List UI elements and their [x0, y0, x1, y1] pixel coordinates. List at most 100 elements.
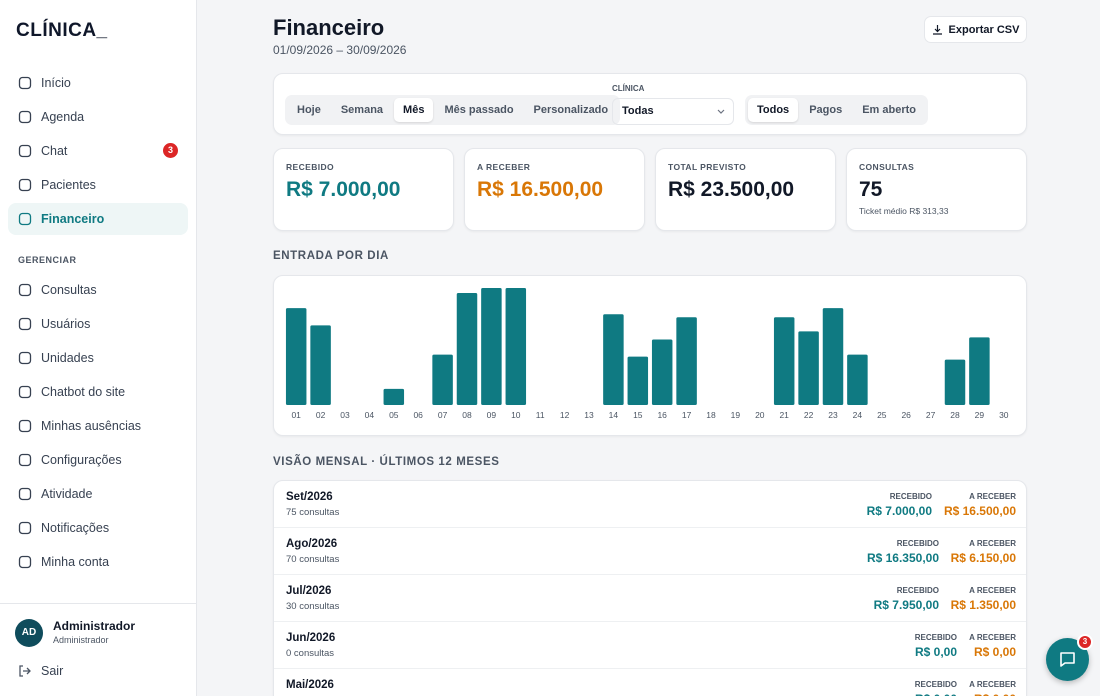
- received: RECEBIDO R$ 0,00: [915, 680, 957, 696]
- nav-item[interactable]: Pacientes: [8, 169, 188, 201]
- logo[interactable]: CLÍNICA_: [16, 20, 108, 41]
- pending-value: R$ 16.500,00: [943, 504, 1016, 518]
- x-tick-label: 13: [584, 410, 594, 420]
- tab[interactable]: Hoje: [297, 104, 321, 116]
- x-tick-label: 25: [877, 410, 887, 420]
- icon-shape: [18, 385, 32, 399]
- nav-label: Chatbot do site: [41, 385, 126, 399]
- icon-shape: [18, 487, 32, 501]
- section-label: GERENCIAR: [18, 255, 77, 265]
- bar: [505, 288, 527, 405]
- tab[interactable]: Pagos: [809, 104, 843, 116]
- tab[interactable]: Personalizado: [533, 104, 609, 116]
- nav-label: Início: [41, 76, 71, 90]
- month: Jun/2026: [286, 632, 336, 644]
- x-tick-label: 26: [901, 410, 911, 420]
- fab-badge: 3: [1077, 634, 1093, 650]
- icon-shape: [18, 521, 32, 535]
- bar: [481, 288, 502, 405]
- tab[interactable]: Semana: [340, 104, 384, 116]
- bar: [822, 308, 844, 405]
- month-row: Ago/2026 70 consultas A RECEBER R$ 6.150,00…: [274, 528, 1026, 575]
- chart: 01 02 03 04 05 06 07 08 09 10 11 12 13 14 15 16 17 18 19 20…: [285, 288, 1009, 420]
- pending-label: A RECEBER: [969, 680, 1016, 689]
- nav-badge: 3: [163, 143, 178, 158]
- icon-shape: [18, 419, 32, 433]
- pending-value: R$ 0,00: [969, 692, 1016, 696]
- kpi-value: R$ 23.500,00: [668, 178, 795, 201]
- bar: [432, 354, 453, 405]
- tab[interactable]: Em aberto: [862, 104, 916, 116]
- bar: [651, 339, 673, 405]
- nav-icon: [18, 178, 32, 192]
- tab[interactable]: Todos: [748, 98, 799, 122]
- nav-item[interactable]: Consultas: [8, 274, 188, 306]
- tab[interactable]: Mês passado: [444, 104, 514, 116]
- count: 30 consultas: [286, 601, 340, 612]
- received-label: RECEBIDO: [896, 539, 939, 548]
- nav-item[interactable]: Configurações: [8, 444, 188, 476]
- chevron: [717, 109, 725, 114]
- chart-card: 01 02 03 04 05 06 07 08 09 10 11 12 13 14 15 16 17 18 19 20…: [273, 275, 1027, 436]
- month: Mai/2026: [286, 679, 334, 691]
- bar: [847, 354, 868, 405]
- tab[interactable]: Mês: [394, 98, 434, 122]
- nav-label: Notificações: [41, 521, 110, 535]
- nav-label: Chat: [41, 144, 68, 158]
- received-value: R$ 7.000,00: [866, 504, 932, 518]
- bar: [773, 317, 795, 405]
- month-row: Jun/2026 0 consultas A RECEBER R$ 0,00 RECEB…: [274, 622, 1026, 669]
- x-tick-label: 29: [975, 410, 985, 420]
- nav-label: Atividade: [41, 487, 93, 501]
- nav-item[interactable]: Unidades: [8, 342, 188, 374]
- icon-shape: [18, 76, 32, 90]
- month: Ago/2026: [286, 538, 338, 550]
- nav-item[interactable]: Chat 3: [8, 135, 188, 167]
- icon-shape: [18, 453, 32, 467]
- nav-item[interactable]: Minha conta: [8, 546, 188, 578]
- nav-item[interactable]: Minhas ausências: [8, 410, 188, 442]
- x-tick-label: 01: [291, 410, 301, 420]
- bar: [285, 308, 307, 405]
- x-tick-label: 05: [389, 410, 399, 420]
- export-button[interactable]: Exportar CSV: [924, 16, 1027, 43]
- icon-shape: [18, 212, 32, 226]
- clinic-select[interactable]: Todas: [612, 98, 734, 125]
- nav-item[interactable]: Notificações: [8, 512, 188, 544]
- logout-label: Sair: [41, 664, 64, 678]
- count: 0 consultas: [286, 648, 335, 659]
- nav-item[interactable]: Agenda: [8, 101, 188, 133]
- chat-fab[interactable]: 3: [1046, 634, 1093, 681]
- nav-item[interactable]: Usuários: [8, 308, 188, 340]
- x-tick-label: 04: [365, 410, 375, 420]
- nav-item[interactable]: Atividade: [8, 478, 188, 510]
- x-tick-label: 21: [779, 410, 789, 420]
- received-label: RECEBIDO: [889, 492, 932, 501]
- kpi-value: R$ 7.000,00: [286, 178, 401, 201]
- avatar[interactable]: AD: [15, 619, 43, 647]
- bar: [676, 317, 697, 405]
- status-tabs: Todos Pagos Em aberto: [745, 95, 928, 125]
- nav-label: Minha conta: [41, 555, 110, 569]
- nav-item[interactable]: Início: [8, 67, 188, 99]
- month-row: Set/2026 75 consultas A RECEBER R$ 16.500,0…: [274, 481, 1026, 528]
- received-value: R$ 16.350,00: [866, 551, 939, 565]
- logout[interactable]: Sair: [8, 655, 188, 687]
- bar: [603, 314, 624, 405]
- download-icon: [932, 25, 942, 35]
- pending-value: R$ 0,00: [973, 645, 1016, 659]
- pending: A RECEBER R$ 1.350,00: [951, 586, 1016, 612]
- received-value: R$ 0,00: [915, 692, 957, 696]
- bar: [383, 388, 405, 405]
- received-value: R$ 0,00: [914, 645, 957, 659]
- nav-icon: [18, 144, 32, 158]
- pending-label: A RECEBER: [969, 633, 1016, 642]
- kpi-card: TOTAL PREVISTO R$ 23.500,00: [655, 148, 836, 231]
- bar: [969, 337, 990, 405]
- period-tabs: Hoje Semana Mês Mês passado Personalizado: [285, 95, 621, 125]
- nav-item[interactable]: Financeiro: [8, 203, 188, 235]
- nav-label: Consultas: [41, 283, 97, 297]
- x-tick-label: 17: [682, 410, 692, 420]
- nav-item[interactable]: Chatbot do site: [8, 376, 188, 408]
